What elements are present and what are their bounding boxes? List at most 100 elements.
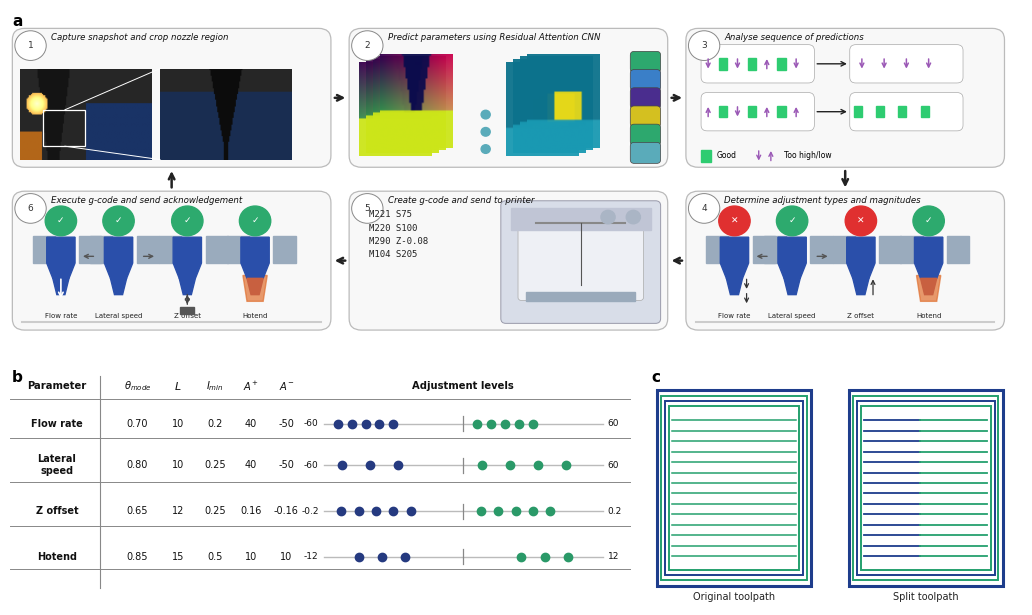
Bar (900, 236, 923, 263)
Bar (861, 406, 991, 570)
Bar (764, 236, 786, 263)
Text: 15: 15 (171, 552, 184, 562)
Polygon shape (240, 237, 269, 279)
Bar (777, 106, 785, 117)
Text: $A^{-}$: $A^{-}$ (279, 380, 294, 392)
Polygon shape (46, 237, 75, 279)
Text: 40: 40 (245, 419, 257, 429)
Text: 0.2: 0.2 (207, 419, 223, 429)
Bar (526, 292, 636, 301)
Text: 12: 12 (608, 552, 619, 561)
Text: 1: 1 (28, 41, 33, 50)
Text: Original toolpath: Original toolpath (692, 592, 775, 602)
Bar (42, 110, 86, 146)
Bar (90, 236, 112, 263)
Text: -60: -60 (303, 419, 319, 428)
Text: 0.2: 0.2 (608, 507, 622, 515)
Bar (670, 406, 799, 570)
Text: Lateral speed: Lateral speed (769, 312, 815, 319)
Bar (810, 236, 833, 263)
Bar (858, 401, 995, 576)
Circle shape (688, 194, 719, 223)
Bar (79, 236, 101, 263)
Text: $L$: $L$ (174, 380, 182, 392)
Bar (136, 236, 159, 263)
Bar (752, 236, 775, 263)
Text: 5: 5 (364, 204, 370, 213)
Polygon shape (53, 279, 69, 295)
Text: Split toolpath: Split toolpath (893, 592, 959, 602)
Text: Analyse sequence of predictions: Analyse sequence of predictions (724, 33, 864, 42)
Bar (706, 236, 729, 263)
FancyBboxPatch shape (631, 142, 660, 164)
Bar (718, 58, 727, 69)
Text: 3: 3 (701, 41, 707, 50)
Text: 10: 10 (245, 552, 257, 562)
FancyBboxPatch shape (849, 92, 963, 131)
Bar (666, 401, 803, 576)
Text: Z offset: Z offset (847, 312, 874, 319)
Text: 0.16: 0.16 (240, 506, 262, 516)
Polygon shape (778, 237, 806, 279)
Text: 0.65: 0.65 (127, 506, 149, 516)
FancyBboxPatch shape (501, 200, 660, 323)
Circle shape (688, 31, 719, 60)
Text: Capture snapshot and crop nozzle region: Capture snapshot and crop nozzle region (51, 33, 228, 42)
Text: 0.5: 0.5 (207, 552, 223, 562)
Polygon shape (247, 279, 263, 295)
Bar (921, 106, 929, 117)
Text: 0.80: 0.80 (127, 460, 149, 470)
Text: -0.2: -0.2 (301, 507, 319, 515)
Text: ✓: ✓ (184, 216, 191, 225)
Polygon shape (846, 237, 875, 279)
Circle shape (14, 194, 46, 223)
FancyBboxPatch shape (686, 191, 1004, 330)
Polygon shape (914, 237, 943, 279)
FancyBboxPatch shape (631, 88, 660, 109)
Text: ✓: ✓ (925, 216, 932, 225)
Bar (273, 236, 295, 263)
Text: $I_{min}$: $I_{min}$ (206, 379, 224, 393)
Polygon shape (916, 276, 941, 301)
Circle shape (481, 145, 490, 153)
Text: Create g-code and send to printer: Create g-code and send to printer (388, 196, 534, 205)
Circle shape (718, 206, 750, 236)
Polygon shape (173, 237, 201, 279)
Polygon shape (110, 279, 127, 295)
Text: c: c (651, 370, 660, 384)
Bar (876, 106, 884, 117)
Text: Adjustment levels: Adjustment levels (413, 381, 514, 391)
Circle shape (171, 206, 203, 236)
Text: 12: 12 (171, 506, 184, 516)
FancyBboxPatch shape (12, 28, 331, 167)
Polygon shape (852, 279, 869, 295)
Text: Hotend: Hotend (37, 552, 76, 562)
Text: 6: 6 (28, 204, 33, 213)
Text: -50: -50 (279, 419, 294, 429)
Circle shape (352, 31, 383, 60)
Bar (511, 208, 650, 229)
Text: Hotend: Hotend (916, 312, 941, 319)
Circle shape (776, 206, 808, 236)
Bar (748, 106, 756, 117)
Circle shape (103, 206, 134, 236)
Text: Too high/low: Too high/low (784, 151, 832, 161)
Text: 0.70: 0.70 (127, 419, 149, 429)
Bar (946, 236, 969, 263)
Circle shape (601, 210, 615, 224)
Polygon shape (243, 276, 267, 301)
Polygon shape (727, 279, 743, 295)
Text: b: b (11, 370, 23, 384)
Text: ✕: ✕ (731, 216, 738, 225)
Text: 0.25: 0.25 (204, 460, 226, 470)
FancyBboxPatch shape (631, 69, 660, 90)
Polygon shape (720, 237, 748, 279)
FancyBboxPatch shape (631, 52, 660, 73)
Polygon shape (921, 279, 937, 295)
Bar (848, 391, 1003, 586)
Text: 2: 2 (364, 41, 370, 50)
Polygon shape (784, 279, 800, 295)
Text: Lateral speed: Lateral speed (95, 312, 142, 319)
Bar (662, 396, 807, 581)
FancyBboxPatch shape (631, 106, 660, 127)
